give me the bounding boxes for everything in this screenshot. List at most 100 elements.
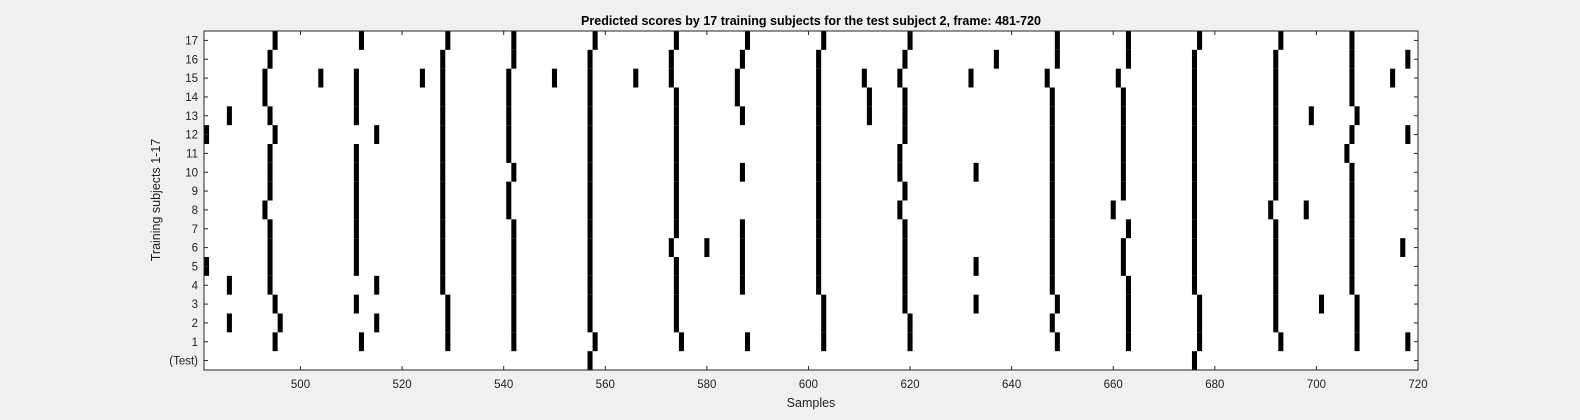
score-mark-row-6 xyxy=(353,238,359,257)
score-mark-row-16 xyxy=(440,49,446,69)
score-mark-row-14 xyxy=(587,87,593,107)
score-mark-row-17 xyxy=(673,31,679,50)
score-mark-row-1 xyxy=(1354,332,1360,352)
score-mark-row-5 xyxy=(816,257,822,276)
score-mark-row-3 xyxy=(1354,294,1360,314)
score-mark-row-13 xyxy=(506,106,512,126)
score-mark-row-8 xyxy=(897,200,903,220)
score-mark-row-12 xyxy=(587,125,593,144)
chart-title: Predicted scores by 17 training subjects… xyxy=(581,14,1041,28)
score-mark-row-7 xyxy=(267,219,273,239)
score-mark-row-8 xyxy=(587,200,593,220)
score-mark-row-3 xyxy=(1054,294,1060,314)
score-mark-row-11 xyxy=(1120,144,1126,163)
score-mark-row-5 xyxy=(1273,257,1279,276)
score-mark-row-2 xyxy=(511,313,517,333)
score-mark-row-9 xyxy=(1120,181,1126,201)
score-mark-row-9 xyxy=(506,181,512,201)
score-mark-row-8 xyxy=(440,200,446,220)
score-mark-row-15 xyxy=(897,68,903,88)
score-mark-row-16 xyxy=(739,49,745,69)
score-mark-row-11 xyxy=(353,144,359,163)
y-tick-label: (Test) xyxy=(169,356,198,368)
score-mark-row-14 xyxy=(866,87,872,107)
score-mark-row-3 xyxy=(1125,294,1131,314)
plot-area xyxy=(204,31,1418,370)
score-mark-row-2 xyxy=(1125,313,1131,333)
x-tick-label: 540 xyxy=(494,379,513,391)
score-mark-row-4 xyxy=(1191,275,1198,295)
score-mark-row-5 xyxy=(973,257,979,276)
y-tick-label: 1 xyxy=(192,337,198,349)
score-mark-row-7 xyxy=(1049,219,1055,239)
score-mark-row-2 xyxy=(821,313,827,333)
score-mark-row-10 xyxy=(973,162,979,182)
score-mark-row-16 xyxy=(511,49,517,69)
score-mark-row-4 xyxy=(816,275,822,295)
score-mark-row-1 xyxy=(592,332,598,352)
score-mark-row-4 xyxy=(267,275,273,295)
score-mark-row-12 xyxy=(272,125,278,144)
score-mark-row-4 xyxy=(374,275,380,295)
plot-border xyxy=(203,30,1419,371)
score-mark-row-3 xyxy=(353,294,359,314)
score-mark-row-17 xyxy=(1125,31,1131,50)
score-mark-row-9 xyxy=(587,181,593,201)
score-mark-row-4 xyxy=(511,275,517,295)
score-mark-row-17 xyxy=(821,31,827,50)
y-tick-label: 14 xyxy=(185,92,198,104)
score-mark-row-5 xyxy=(587,257,593,276)
score-mark-row-15 xyxy=(1191,68,1198,88)
score-mark-row-1 xyxy=(272,332,278,352)
score-mark-row-5 xyxy=(902,257,908,276)
score-mark-row-12 xyxy=(440,125,446,144)
score-mark-row-17 xyxy=(592,31,598,50)
score-mark-row-15 xyxy=(1044,68,1050,88)
score-mark-row-10 xyxy=(897,162,903,182)
score-mark-row-14 xyxy=(506,87,512,107)
score-mark-row-11 xyxy=(1273,144,1279,163)
score-mark-row-3 xyxy=(673,294,679,314)
score-mark-row-2 xyxy=(374,313,380,333)
score-mark-row-7 xyxy=(511,219,517,239)
score-mark-row-17 xyxy=(744,31,751,50)
score-mark-row-2 xyxy=(1197,313,1203,333)
score-mark-row-5 xyxy=(1120,257,1126,276)
score-mark-row-8 xyxy=(353,200,359,220)
score-mark-row-9 xyxy=(267,181,273,201)
score-mark-row-6 xyxy=(739,238,745,257)
score-mark-row-15 xyxy=(1273,68,1279,88)
score-mark-row-9 xyxy=(816,181,822,201)
score-mark-row-14 xyxy=(1191,87,1198,107)
y-tick-label: 4 xyxy=(192,280,199,292)
score-mark-row-1 xyxy=(1197,332,1203,352)
score-mark-row-15 xyxy=(668,68,674,88)
y-axis-label: Training subjects 1-17 xyxy=(149,139,163,262)
score-mark-row-9 xyxy=(1273,181,1279,201)
score-mark-row-10 xyxy=(1049,162,1055,182)
x-tick-label: 620 xyxy=(900,379,919,391)
x-tick-label: 680 xyxy=(1205,379,1224,391)
score-mark-row-11 xyxy=(897,144,903,163)
score-mark-row-4 xyxy=(1273,275,1279,295)
score-mark-row-3 xyxy=(272,294,278,314)
score-mark-row-4 xyxy=(440,275,446,295)
score-mark-row-14 xyxy=(816,87,822,107)
score-mark-row-13 xyxy=(1273,106,1279,126)
score-mark-row-12 xyxy=(1191,125,1198,144)
score-mark-row-1 xyxy=(445,332,451,352)
score-mark-row-test xyxy=(1191,351,1198,370)
score-mark-row-11 xyxy=(440,144,446,163)
score-mark-row-2 xyxy=(445,313,451,333)
score-mark-row-15 xyxy=(419,68,425,88)
score-mark-row-17 xyxy=(1197,31,1203,50)
score-mark-row-6 xyxy=(704,238,710,257)
y-tick-label: 15 xyxy=(185,73,198,85)
score-mark-row-10 xyxy=(511,162,517,182)
score-mark-row-5 xyxy=(511,257,517,276)
score-mark-row-15 xyxy=(587,68,593,88)
score-mark-row-11 xyxy=(1049,144,1055,163)
y-tick-label: 2 xyxy=(192,318,198,330)
score-mark-row-11 xyxy=(506,144,512,163)
